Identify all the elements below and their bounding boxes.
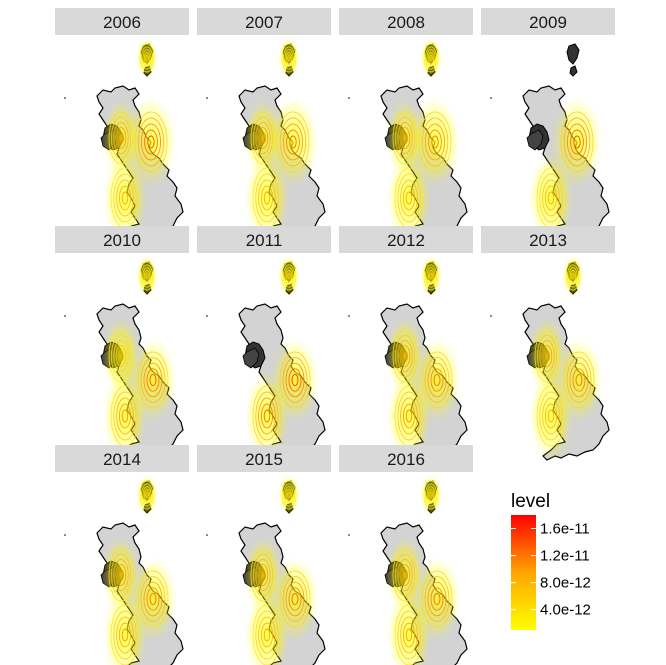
- legend-colorbar: [511, 515, 536, 630]
- facet-strip-label: 2014: [103, 450, 141, 469]
- facet-strip-label: 2015: [245, 450, 283, 469]
- facet-panel-2011: 2011: [197, 226, 331, 461]
- land-speck: [348, 534, 350, 536]
- facet-strip: [55, 8, 189, 35]
- map-outline: [348, 255, 468, 461]
- density-hotspot-far-north: [419, 474, 443, 516]
- land-speck: [64, 97, 66, 99]
- land-speck: [206, 315, 208, 317]
- density-hotspot-far-north: [135, 255, 159, 297]
- facet-panels: 2006 2007 2008 2009 2010 2011 2012 2013 2014 2015…: [55, 8, 615, 665]
- map-outline: [206, 255, 326, 461]
- facet-panel-2009: 2009: [481, 8, 615, 243]
- land-speck: [64, 534, 66, 536]
- density-hotspot-far-north: [135, 37, 159, 79]
- land-speck: [490, 315, 492, 317]
- facet-strip: [197, 445, 331, 472]
- map-outline: [64, 474, 184, 665]
- facet-strip: [339, 445, 473, 472]
- land-speck: [490, 97, 492, 99]
- facet-strip-label: 2006: [103, 13, 141, 32]
- land-speck: [206, 97, 208, 99]
- map-outline: [64, 37, 184, 243]
- facet-strip-label: 2008: [387, 13, 425, 32]
- facet-strip-label: 2007: [245, 13, 283, 32]
- density-hotspot-south-west: [386, 371, 432, 461]
- facet-strip: [481, 226, 615, 253]
- facet-strip: [481, 8, 615, 35]
- facet-strip: [55, 226, 189, 253]
- facet-strip: [197, 226, 331, 253]
- land-speck: [348, 315, 350, 317]
- facet-strip-label: 2011: [246, 231, 283, 250]
- facet-strip-label: 2012: [387, 231, 425, 250]
- map-outline: [348, 37, 468, 243]
- facet-panel-2007: 2007: [197, 8, 331, 243]
- density-hotspot-south-west: [102, 371, 148, 461]
- facet-strip-label: 2013: [529, 231, 567, 250]
- density-hotspot-far-north: [277, 474, 301, 516]
- facet-panel-2008: 2008: [339, 8, 473, 243]
- map-outline: [490, 255, 610, 461]
- facet-strip-label: 2009: [529, 13, 567, 32]
- facet-strip-label: 2010: [103, 231, 141, 250]
- legend-tick-label: 1.6e-11: [540, 521, 590, 538]
- legend-tick-label: 1.2e-11: [540, 548, 590, 565]
- facet-panel-2015: 2015: [197, 445, 331, 665]
- density-hotspot-south-west: [244, 590, 290, 665]
- land-west-coast: [526, 129, 544, 151]
- map-outline: [206, 474, 326, 665]
- density-hotspot-south-west: [102, 153, 148, 243]
- legend: level 1.6e-11 1.2e-11 8.0e-12 4.0e-12: [511, 491, 591, 630]
- map-outline: [348, 474, 468, 665]
- facet-strip: [197, 8, 331, 35]
- facet-strip-label: 2016: [387, 450, 425, 469]
- map-outline: [206, 37, 326, 243]
- legend-title: level: [511, 491, 550, 512]
- density-hotspot-far-north: [419, 37, 443, 79]
- facet-panel-2014: 2014: [55, 445, 189, 665]
- land-west-coast: [242, 347, 260, 369]
- land-speck: [64, 315, 66, 317]
- facet-panel-2010: 2010: [55, 226, 189, 461]
- facet-strip: [55, 445, 189, 472]
- density-hotspot-south-west: [386, 590, 432, 665]
- density-hotspot-south-west: [244, 153, 290, 243]
- map-outline: [490, 43, 610, 243]
- density-hotspot-far-north: [277, 37, 301, 79]
- legend-tick-label: 8.0e-12: [540, 575, 591, 592]
- land-speck: [206, 534, 208, 536]
- density-hotspot-south-west: [102, 590, 148, 665]
- facet-strip: [339, 226, 473, 253]
- density-hotspot-south-west: [528, 371, 574, 461]
- density-hotspot-far-north: [277, 255, 301, 297]
- land-speck: [348, 97, 350, 99]
- facet-strip: [339, 8, 473, 35]
- legend-tick-label: 4.0e-12: [540, 602, 591, 619]
- facet-panel-2006: 2006: [55, 8, 189, 243]
- density-hotspot-far-north: [561, 255, 585, 297]
- density-hotspot-far-north: [419, 255, 443, 297]
- facet-panel-2013: 2013: [481, 226, 615, 461]
- density-hotspot-far-north: [135, 474, 159, 516]
- density-hotspot-south-west: [386, 153, 432, 243]
- facet-panel-2016: 2016: [339, 445, 473, 665]
- facet-panel-2012: 2012: [339, 226, 473, 461]
- map-outline: [64, 255, 184, 461]
- land-north-isles: [566, 43, 580, 77]
